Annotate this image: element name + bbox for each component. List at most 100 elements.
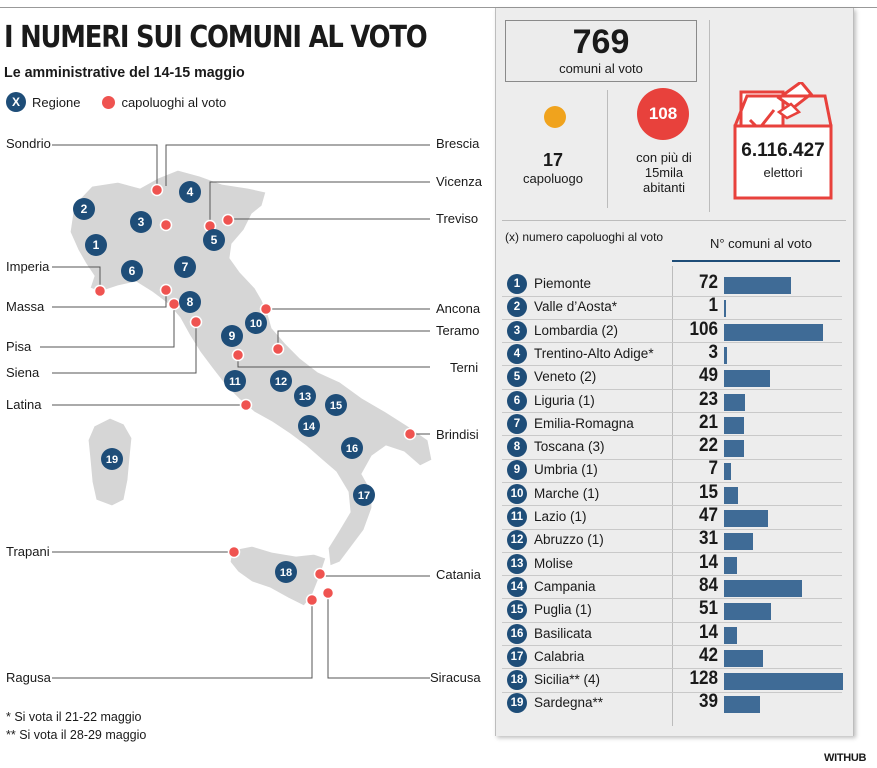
place-teramo: Teramo: [436, 323, 480, 338]
region-name: Emilia-Romagna: [534, 415, 634, 431]
table-header-rule: [672, 260, 840, 262]
data-label: 14: [698, 621, 718, 643]
region-number-badge: 5: [507, 367, 527, 388]
summary-divider-2: [709, 20, 710, 212]
place-imperia: Imperia: [6, 259, 50, 274]
svg-text:4: 4: [187, 185, 194, 199]
region-badge-8: 8: [179, 291, 201, 313]
summary-divider-1: [607, 90, 608, 208]
capital-dot-trapani: [227, 545, 241, 559]
bar: [724, 323, 823, 341]
large-comuni-label-3: abitanti: [643, 180, 685, 195]
footnotes: * Si vota il 21-22 maggio ** Si vota il …: [6, 708, 146, 744]
chart-row: 4 Trentino-Alto Adige* 3: [496, 341, 853, 365]
place-latina: Latina: [6, 397, 42, 412]
capital-dot-brindisi: [403, 427, 417, 441]
bar: [724, 696, 761, 714]
capital-dot-ragusa: [305, 593, 319, 607]
svg-text:12: 12: [275, 376, 287, 388]
bar: [724, 346, 727, 364]
data-label: 49: [698, 365, 718, 387]
map-land: [69, 169, 433, 607]
region-number-badge: 13: [507, 553, 527, 574]
bar: [724, 626, 738, 644]
bar: [724, 579, 803, 597]
region-name: Toscana (3): [534, 439, 605, 455]
data-label: 31: [698, 528, 718, 550]
region-name: Liguria (1): [534, 392, 595, 408]
data-label: 3: [708, 341, 718, 363]
capital-dot-sondrio: [150, 183, 164, 197]
region-name: Sardegna**: [534, 695, 604, 711]
data-label: 51: [698, 598, 718, 620]
region-badge-16: 16: [341, 437, 363, 459]
region-name: Basilicata: [534, 625, 592, 641]
region-number-badge: 9: [507, 460, 527, 481]
map-legend: X Regione capoluoghi al voto: [6, 92, 226, 112]
chart-row: 3 Lombardia (2) 106: [496, 318, 853, 342]
chart-row: 9 Umbria (1) 7: [496, 458, 853, 481]
chart-row: 14 Campania 84: [496, 575, 853, 598]
region-number-badge: 16: [507, 623, 527, 644]
place-vicenza: Vicenza: [436, 174, 483, 189]
region-badge-2: 2: [73, 198, 95, 220]
row-divider: [502, 295, 842, 297]
region-number-badge: 3: [507, 320, 527, 341]
place-trapani: Trapani: [6, 544, 50, 559]
svg-text:15: 15: [330, 400, 342, 412]
data-label: 15: [698, 481, 718, 503]
ballot-box-icon: [733, 82, 833, 200]
chart-row: 1 Piemonte 72: [496, 272, 853, 295]
place-ancona: Ancona: [436, 301, 481, 316]
data-label: 7: [708, 458, 718, 480]
capital-dot-siracusa: [321, 586, 335, 600]
large-comuni-circle: 108: [637, 88, 689, 140]
data-label: 39: [698, 691, 718, 713]
legend-region-badge: X: [6, 92, 26, 112]
row-divider: [502, 458, 842, 460]
region-number-badge: 18: [507, 670, 527, 691]
place-treviso: Treviso: [436, 211, 479, 226]
bar: [724, 673, 843, 691]
chart-row: 6 Liguria (1) 23: [496, 388, 853, 412]
row-divider: [502, 551, 842, 553]
row-divider: [502, 388, 842, 390]
data-label: 106: [689, 318, 718, 340]
region-badge-14: 14: [298, 415, 320, 437]
data-label: 23: [698, 388, 718, 410]
large-comuni-label: con più di 15mila abitanti: [614, 150, 714, 195]
large-comuni-label-2: 15mila: [644, 165, 684, 180]
region-badge-4: 4: [179, 181, 201, 203]
region-number-badge: 19: [507, 693, 527, 714]
region-badge-17: 17: [353, 484, 375, 506]
infographic-subtitle: Le amministrative del 14-15 maggio: [4, 64, 245, 81]
electors-label: elettori: [763, 165, 803, 180]
region-badge-7: 7: [174, 256, 196, 278]
chart-row: 19 Sardegna** 39: [496, 691, 853, 714]
svg-text:9: 9: [229, 329, 236, 343]
capoluogo-value: 17: [542, 150, 564, 170]
bar: [724, 370, 770, 388]
bar: [724, 300, 726, 318]
region-name: Sicilia** (4): [534, 672, 601, 688]
footnote-1: * Si vota il 21-22 maggio: [6, 710, 142, 724]
capital-dot-pisa: [167, 297, 181, 311]
bar: [724, 277, 791, 294]
data-label: 21: [698, 411, 718, 433]
table-header-left: (x) numero capoluoghi al voto: [505, 230, 664, 244]
bar: [724, 533, 753, 551]
region-number-badge: 7: [507, 413, 527, 434]
region-name: Campania: [534, 578, 596, 594]
region-name: Puglia (1): [534, 602, 592, 618]
region-number-badge: 8: [507, 437, 527, 458]
region-number-badge: 4: [507, 343, 527, 364]
region-number-badge: 12: [507, 530, 527, 551]
data-label: 14: [698, 551, 718, 573]
chart-row: 15 Puglia (1) 51: [496, 598, 853, 621]
capital-dot-treviso: [221, 213, 235, 227]
table-column-divider: [672, 266, 673, 726]
region-name: Trentino-Alto Adige*: [534, 345, 654, 361]
chart-row: 18 Sicilia** (4) 128: [496, 668, 853, 691]
region-badge-12: 12: [270, 370, 292, 392]
total-comuni-value: 769: [572, 23, 630, 61]
